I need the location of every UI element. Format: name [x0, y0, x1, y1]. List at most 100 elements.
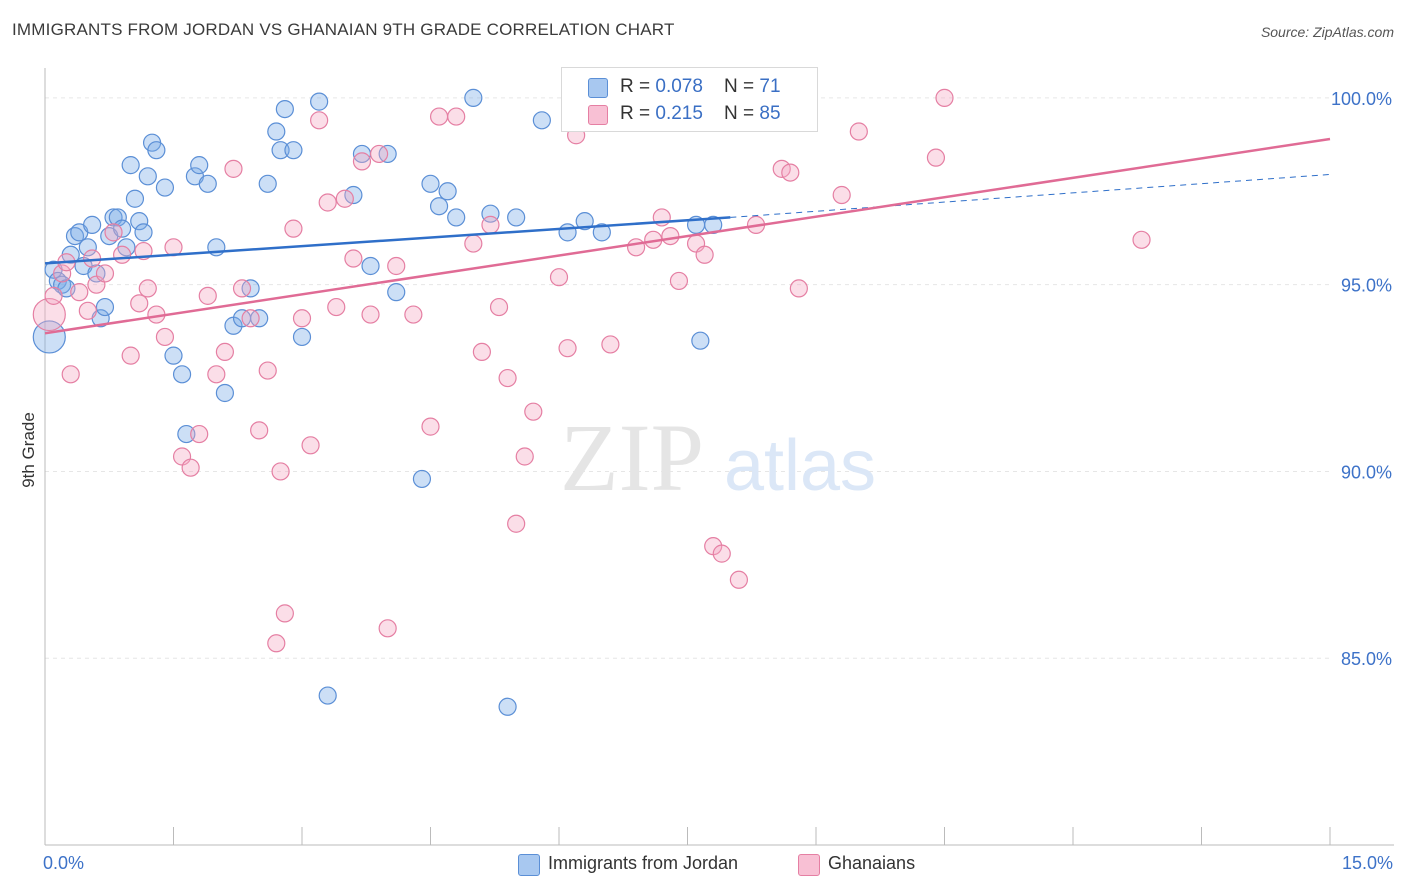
point-series0-38: [267, 122, 286, 141]
point-series1-21: [190, 424, 209, 444]
point-series1-52: [481, 215, 500, 234]
x-tick-label-0: 0.0%: [43, 853, 84, 873]
point-series1-24: [215, 342, 234, 362]
point-series1-81: [849, 122, 868, 141]
point-series1-53: [489, 297, 509, 317]
point-series0-59: [532, 111, 551, 130]
point-series1-78: [781, 163, 800, 182]
point-series0-20: [134, 223, 153, 242]
point-series1-33: [284, 219, 303, 238]
point-series1-75: [729, 570, 749, 589]
point-series1-10: [104, 223, 123, 242]
point-series1-57: [524, 402, 543, 421]
point-series1-62: [601, 335, 620, 354]
point-series1-40: [344, 249, 363, 268]
point-series1-35: [301, 436, 320, 455]
point-series1-13: [130, 294, 149, 313]
point-series1-31: [271, 462, 290, 481]
legend-label-jordan: Immigrants from Jordan: [548, 853, 739, 873]
legend-swatch-jordan: [588, 78, 608, 98]
point-series0-30: [198, 174, 217, 193]
point-series1-32: [275, 604, 294, 623]
point-series0-44: [318, 686, 337, 705]
point-series1-83: [935, 88, 954, 107]
point-series1-27: [241, 309, 260, 328]
watermark-zip: ZIP: [560, 404, 704, 511]
point-series0-37: [258, 174, 277, 193]
point-series1-6: [78, 301, 97, 320]
point-series1-1: [44, 286, 63, 305]
n-value: 71: [759, 76, 781, 97]
legend-swatch-ghanaians: [588, 105, 608, 125]
point-series0-11: [95, 297, 115, 317]
point-series0-47: [361, 256, 380, 276]
point-series1-54: [498, 368, 517, 388]
r-value: 0.215: [655, 103, 703, 124]
point-series1-28: [250, 421, 269, 440]
point-series0-58: [507, 208, 526, 227]
trend-line-series1: [44, 137, 1331, 335]
y-tick-label-0: 85.0%: [1341, 649, 1392, 669]
n-label: N =: [724, 103, 760, 124]
point-series0-61: [575, 212, 594, 231]
point-series1-9: [95, 264, 115, 283]
point-series1-5: [70, 283, 89, 302]
point-series0-52: [429, 197, 449, 216]
point-series1-7: [83, 249, 102, 268]
y-tick-label-3: 100.0%: [1331, 89, 1392, 109]
point-series1-11: [112, 245, 132, 264]
legend-swatch-jordan: [518, 854, 540, 876]
point-series0-7: [78, 238, 97, 257]
point-series0-42: [292, 327, 312, 347]
point-series1-22: [198, 286, 217, 305]
point-series1-43: [370, 144, 389, 164]
point-series0-39: [271, 141, 290, 160]
watermark-atlas: atlas: [724, 426, 876, 506]
point-series1-67: [661, 227, 680, 246]
watermark: ZIP atlas: [560, 404, 876, 511]
y-tick-label-2: 95.0%: [1341, 276, 1392, 296]
point-series0-8: [83, 215, 102, 234]
y-tick-labels: 85.0% 90.0% 95.0% 100.0%: [1331, 89, 1392, 669]
point-series1-37: [318, 193, 337, 212]
point-series0-14: [108, 208, 127, 227]
point-series1-25: [224, 159, 243, 178]
point-series1-50: [464, 234, 483, 253]
point-series0-29: [190, 156, 209, 175]
axes: [44, 68, 1394, 846]
point-series0-68: [691, 331, 710, 350]
n-value: 85: [759, 103, 781, 124]
point-series1-0: [32, 297, 66, 332]
y-axis-label: 9th Grade: [19, 412, 38, 488]
point-series1-45: [387, 256, 406, 276]
point-series1-47: [421, 417, 440, 436]
source-label: Source: ZipAtlas.com: [1260, 24, 1394, 40]
point-series1-23: [207, 365, 226, 384]
data-points: [32, 88, 1151, 716]
point-series0-57: [498, 697, 517, 716]
r-label: R =: [620, 76, 656, 97]
point-series1-20: [181, 458, 200, 477]
point-series1-51: [472, 342, 491, 362]
point-series0-27: [177, 424, 196, 444]
legend-swatch-ghanaians: [798, 854, 820, 876]
point-series0-18: [125, 189, 145, 208]
point-series1-84: [1132, 230, 1151, 249]
point-series1-17: [155, 327, 175, 347]
point-series0-19: [130, 212, 149, 231]
point-series1-12: [121, 346, 140, 365]
point-series1-49: [447, 107, 466, 126]
x-tick-label-1: 15.0%: [1342, 853, 1393, 873]
point-series1-71: [695, 245, 714, 264]
point-series1-4: [61, 365, 80, 384]
point-series0-60: [558, 223, 577, 242]
point-series1-36: [310, 111, 329, 130]
trend-extension-series0: [730, 173, 1331, 218]
trend-lines: [44, 137, 1331, 335]
point-series0-23: [147, 141, 166, 160]
point-series0-53: [438, 182, 457, 201]
point-series1-15: [138, 279, 157, 298]
point-series0-21: [138, 167, 157, 186]
point-series1-42: [361, 305, 380, 324]
